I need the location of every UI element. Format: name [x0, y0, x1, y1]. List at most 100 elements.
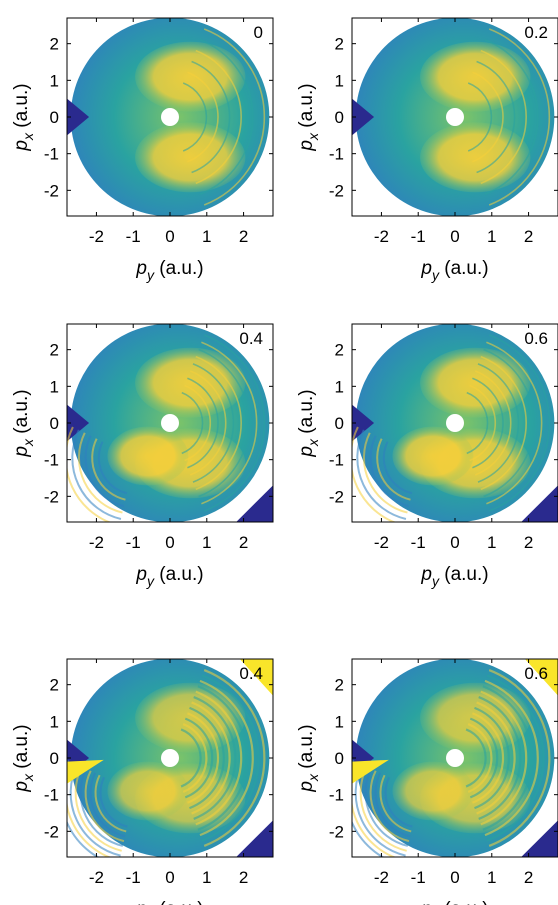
interference-ring: [482, 685, 534, 831]
interference-ring: [186, 712, 220, 804]
interference-ring: [369, 770, 410, 843]
plot-area: [352, 324, 558, 522]
interference-ring: [465, 728, 487, 788]
corner-wedge-yellow: [524, 659, 558, 696]
y-tick-label: 1: [50, 71, 59, 90]
interference-ring: [184, 717, 214, 799]
interference-ring: [379, 774, 412, 833]
edge-wedge-yellow: [67, 759, 104, 784]
interference-ring: [362, 432, 408, 514]
yellow-lobe: [392, 426, 474, 486]
plot-area: [67, 324, 273, 522]
interference-ring: [467, 723, 493, 793]
interference-ring: [359, 765, 407, 852]
x-tick-label: 0: [450, 227, 459, 246]
interference-ring: [356, 429, 407, 520]
x-tick-label: 0: [165, 868, 174, 887]
panel-label: 0.4: [239, 329, 263, 348]
interference-ring: [84, 435, 125, 508]
interference-ring: [99, 776, 128, 828]
x-tick-label: 0: [165, 533, 174, 552]
y-tick-label: -1: [329, 451, 344, 470]
interference-ring: [469, 384, 497, 462]
interference-ring: [197, 685, 249, 831]
y-tick-label: 2: [50, 341, 59, 360]
interference-ring: [476, 60, 516, 174]
yellow-lobe: [135, 122, 246, 193]
x-tick-label: 2: [239, 868, 248, 887]
y-tick-label: -1: [44, 451, 59, 470]
chart-panel: -2 -1 0 1 2 2 1 0 -1 -2 0.6 py (a.u.) px (a.u.): [296, 658, 558, 905]
x-tick-label: -2: [374, 227, 389, 246]
x-tick-label: -1: [126, 868, 141, 887]
y-tick-label: -2: [329, 487, 344, 506]
y-axis-label: px (a.u.): [296, 724, 321, 792]
interference-ring: [484, 39, 539, 195]
interference-ring: [201, 341, 258, 505]
yellow-lobe: [420, 41, 531, 112]
y-tick-label: 2: [335, 676, 344, 695]
y-tick-label: 1: [50, 712, 59, 731]
interference-ring: [384, 776, 413, 828]
y-axis-label: px (a.u.): [11, 724, 36, 792]
interference-ring: [469, 717, 499, 799]
interference-ring: [488, 669, 551, 847]
x-tick-label: 0: [165, 227, 174, 246]
y-tick-label: 0: [50, 108, 59, 127]
interference-ring: [486, 674, 545, 842]
interference-ring: [374, 772, 411, 838]
plot-area: [352, 18, 555, 216]
interference-ring: [89, 772, 126, 838]
interference-ring: [203, 334, 266, 512]
y-tick-label: -1: [329, 145, 344, 164]
x-tick-label: 0: [450, 533, 459, 552]
center-hole: [161, 749, 179, 767]
interference-ring: [471, 712, 505, 804]
x-axis-label: py (a.u.): [135, 258, 203, 283]
center-hole: [446, 108, 464, 126]
interference-ring: [483, 348, 535, 498]
y-tick-label: -2: [44, 822, 59, 841]
y-tick-label: 2: [335, 341, 344, 360]
x-tick-label: -2: [89, 868, 104, 887]
interference-ring: [97, 441, 128, 495]
x-tick-label: 1: [202, 868, 211, 887]
x-tick-label: 1: [202, 227, 211, 246]
corner-wedge: [236, 820, 273, 857]
corner-wedge: [521, 485, 558, 522]
yellow-lobe: [135, 347, 246, 418]
x-tick-label: 1: [487, 533, 496, 552]
interference-ring: [191, 701, 231, 815]
interference-ring: [488, 28, 551, 206]
y-axis-label: px (a.u.): [11, 83, 36, 151]
panel-label: 0.2: [524, 23, 548, 42]
x-tick-label: 2: [239, 227, 248, 246]
interference-ring: [91, 438, 126, 501]
x-tick-label: 2: [524, 227, 533, 246]
x-tick-label: -2: [374, 533, 389, 552]
y-tick-label: 0: [335, 414, 344, 433]
y-tick-label: -2: [44, 181, 59, 200]
y-tick-label: 1: [335, 377, 344, 396]
x-tick-label: 2: [524, 868, 533, 887]
interference-ring: [184, 384, 212, 462]
x-tick-label: 1: [487, 227, 496, 246]
interference-ring: [480, 355, 527, 491]
chart-panel: -2 -1 0 1 2 2 1 0 -1 -2 0.6 py (a.u.) px (a.u.): [296, 323, 558, 589]
interference-ring: [480, 49, 527, 185]
yellow-lobe: [135, 41, 246, 112]
interference-ring: [71, 429, 122, 520]
interference-ring: [195, 49, 242, 185]
plot-area: [67, 659, 273, 857]
interference-ring: [382, 441, 413, 495]
y-tick-label: 1: [50, 377, 59, 396]
y-tick-label: 0: [50, 414, 59, 433]
interference-ring: [467, 82, 493, 152]
interference-ring: [182, 723, 208, 793]
x-axis-label: py (a.u.): [420, 258, 488, 283]
interference-ring: [480, 690, 528, 826]
x-axis-label: py (a.u.): [135, 564, 203, 589]
x-tick-label: -1: [411, 868, 426, 887]
panel-label: 0: [254, 23, 263, 42]
